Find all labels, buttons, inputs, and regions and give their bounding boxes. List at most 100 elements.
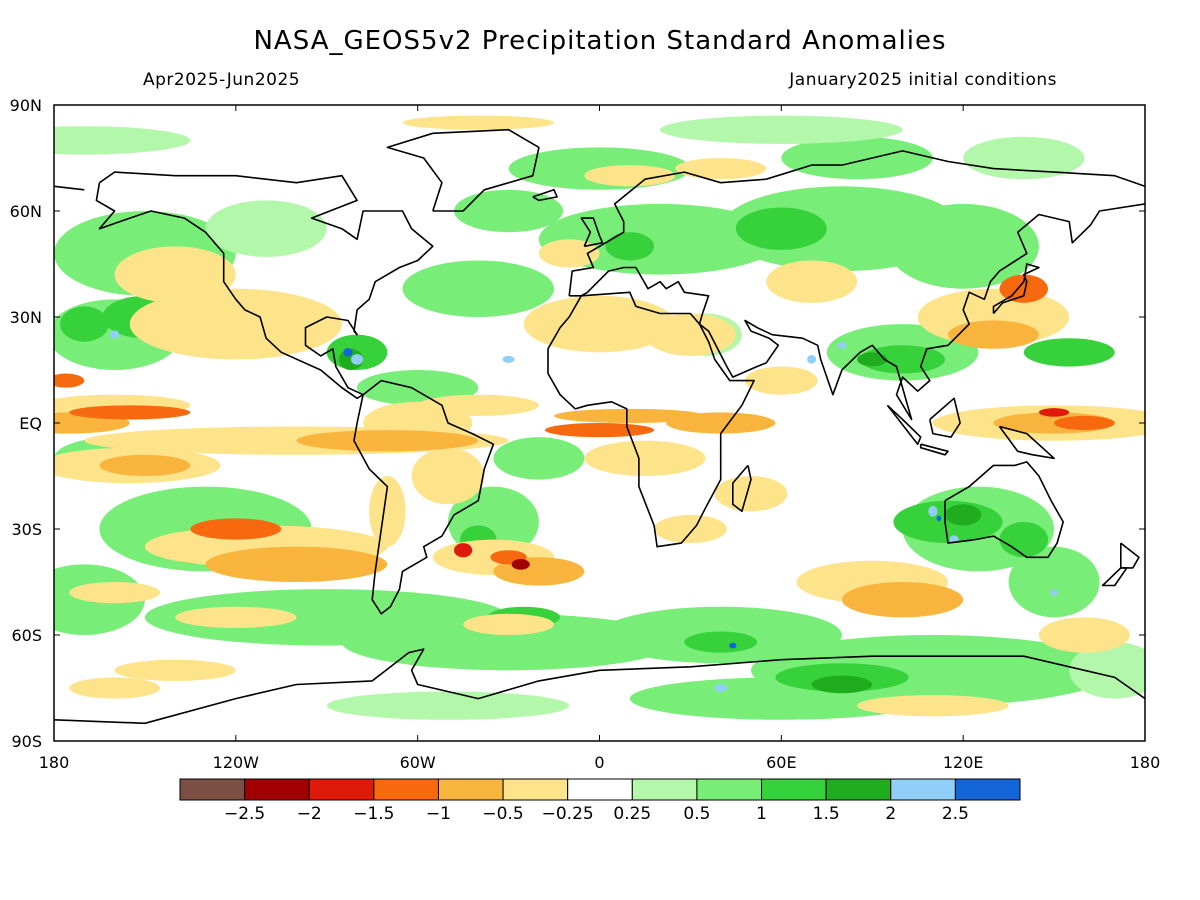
anomaly-shading — [463, 613, 555, 636]
anomaly-shading — [684, 631, 758, 653]
anomaly-shading — [714, 683, 727, 693]
colorbar-swatch — [825, 778, 892, 801]
anomaly-shading — [999, 521, 1049, 558]
lat-label: 30N — [10, 308, 42, 327]
anomaly-shading — [69, 677, 161, 699]
anomaly-shading — [948, 320, 1039, 349]
anomaly-shading — [1023, 338, 1115, 367]
anomaly-shading — [1038, 617, 1130, 653]
anomaly-shading — [114, 659, 236, 681]
colorbar-swatch — [631, 778, 698, 801]
anomaly-shading — [857, 695, 1009, 717]
anomaly-shading — [341, 613, 676, 671]
coastline — [532, 189, 558, 202]
anomaly-shading — [735, 207, 827, 250]
anomaly-shading — [807, 355, 817, 364]
coastline — [886, 404, 922, 445]
anomaly-shading — [54, 373, 85, 388]
anomaly-shading — [114, 246, 236, 303]
colorbar-swatch — [437, 778, 504, 801]
anomaly-shading — [69, 582, 161, 604]
colorbar-label: 0.5 — [683, 804, 710, 824]
anomaly-shading — [837, 341, 847, 349]
forecast-period: Apr2025-Jun2025 — [143, 70, 301, 90]
anomaly-shading — [584, 440, 706, 477]
anomaly-shading — [411, 447, 485, 505]
anomaly-shading — [860, 345, 945, 374]
lat-label: 30S — [11, 520, 42, 539]
initial-conditions: January2025 initial conditions — [789, 70, 1057, 90]
map-title: NASA_GEOS5v2 Precipitation Standard Anom… — [253, 26, 947, 56]
anomaly-shading — [129, 288, 342, 360]
colorbar-swatch — [179, 778, 246, 801]
colorbar-swatch — [954, 778, 1021, 801]
colorbar-label: −0.5 — [482, 804, 523, 824]
coastline — [569, 203, 1145, 421]
coastline — [1120, 542, 1140, 569]
coastline — [95, 171, 434, 400]
anomaly-shading — [175, 606, 297, 628]
anomaly-shading — [1054, 415, 1115, 431]
anomaly-shading — [54, 126, 191, 155]
colorbar-swatch — [761, 778, 827, 801]
coastline — [1101, 567, 1128, 587]
anomaly-shading — [60, 306, 109, 342]
lon-label: 0 — [594, 753, 604, 772]
anomaly-shading — [454, 543, 473, 558]
colorbar-label: 2.5 — [942, 804, 969, 824]
anomaly-shading — [99, 454, 191, 476]
anomaly-shading — [605, 232, 655, 261]
anomaly-shading — [326, 691, 570, 720]
coastline — [353, 379, 495, 615]
anomaly-shading — [523, 295, 676, 353]
anomaly-shading — [944, 504, 982, 526]
anomaly-shading — [417, 394, 539, 416]
coastline — [386, 128, 540, 212]
anomaly-shading — [675, 158, 767, 180]
coastline — [580, 217, 604, 248]
anomaly-shading — [454, 189, 564, 233]
colorbar-swatch — [244, 778, 310, 801]
colorbar-label: 1 — [756, 804, 767, 824]
lon-label: 120W — [213, 753, 260, 772]
anomaly-shading — [190, 518, 282, 540]
lon-label: 180 — [1130, 753, 1161, 772]
anomaly-shading — [584, 165, 676, 187]
colorbar-label: −0.25 — [542, 804, 594, 824]
anomaly-shading — [511, 559, 530, 570]
anomaly-shading — [544, 423, 655, 438]
anomaly-shading — [744, 366, 818, 395]
coastline — [998, 425, 1055, 460]
lat-label: 60N — [10, 202, 42, 221]
anomaly-shading — [402, 260, 555, 317]
anomaly-shading — [538, 239, 600, 268]
anomaly-shading — [296, 430, 479, 452]
anomaly-shading — [205, 546, 388, 582]
anomaly-shading — [343, 348, 353, 357]
colorbar-label: −2 — [297, 804, 322, 824]
lat-label: 60S — [11, 626, 42, 645]
colorbar-swatch — [373, 778, 439, 801]
anomaly-shading — [538, 203, 782, 275]
coastline — [919, 443, 949, 456]
coastline — [54, 185, 85, 191]
anomaly-shading — [1038, 408, 1070, 417]
anomaly-shading — [781, 136, 933, 180]
colorbar-swatch — [502, 778, 569, 801]
colorbar-swatch — [567, 778, 633, 801]
colorbar-label: −2.5 — [224, 804, 265, 824]
coastline — [944, 461, 1064, 559]
anomaly-shading — [350, 354, 364, 365]
anomaly-shading — [1008, 546, 1100, 618]
anomaly-shading — [644, 313, 736, 356]
lat-label: 90N — [10, 96, 42, 115]
anomaly-shading — [654, 514, 727, 544]
colorbar-label: 2 — [885, 804, 896, 824]
anomaly-shading — [766, 260, 858, 303]
colorbar-swatch — [890, 778, 956, 801]
anomaly-shading — [1050, 589, 1058, 597]
colorbar-swatch — [696, 778, 763, 801]
lon-label: 60W — [400, 753, 436, 772]
lat-label: 90S — [11, 732, 42, 751]
